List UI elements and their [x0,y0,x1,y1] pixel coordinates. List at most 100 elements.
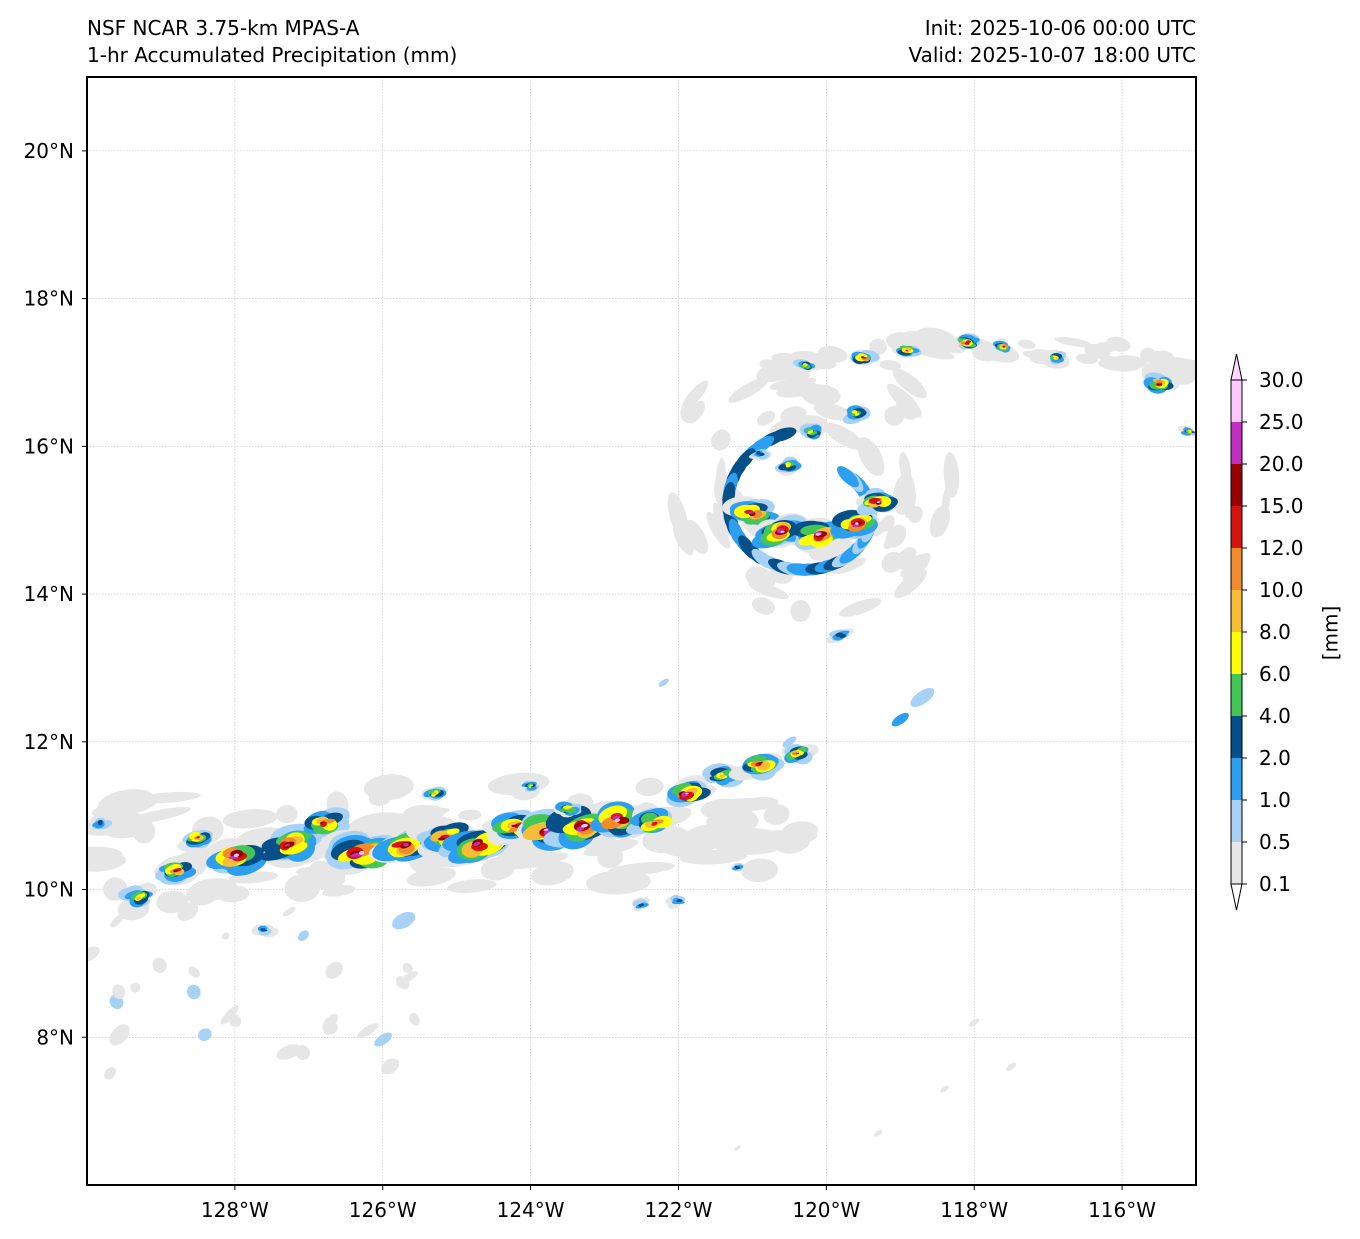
precip-cell [564,805,573,810]
precip-cell [685,792,689,795]
precip-cell [892,368,927,399]
colorbar-tick-label: 4.0 [1259,704,1291,728]
precip-cell [1157,382,1161,385]
precip-cell [969,1018,980,1027]
precip-cell [616,816,630,825]
precip-cell [531,861,574,886]
precip-cell [543,828,550,831]
precip-cell [837,466,859,488]
map-plot-area: 128°W 126°W 124°W 122°W 120°W 118°W 116°W 20°N… [24,76,1197,1222]
precip-cell [406,867,456,887]
precip-cell [104,1067,117,1080]
precip-cell [110,913,125,928]
precip-cell [447,879,497,894]
model-title: NSF NCAR 3.75-km MPAS-A [87,16,360,40]
precip-cell [1140,347,1157,363]
precip-cell [651,821,658,826]
precip-cell [894,483,909,504]
precip-cell [374,1032,392,1047]
precip-cell [566,807,571,810]
lat-tick-label: 10°N [24,878,74,902]
precip-cell [373,816,402,837]
lat-tick-label: 20°N [24,139,74,163]
valid-time: Valid: 2025-10-07 18:00 UTC [908,43,1196,67]
precip-cell [322,1013,339,1031]
precip-cell [614,818,620,823]
precip-cell [222,809,278,829]
precip-cell [855,522,859,525]
colorbar: 0.1 0.5 1.0 2.0 4.0 6.0 8.0 10.0 12.0 15.0 20.0 25.… [1230,353,1304,911]
colorbar-segment [1231,758,1242,800]
precip-cell [1114,355,1148,369]
precip-cell [854,412,860,416]
precip-cell [1153,350,1175,370]
precip-cell [782,736,797,748]
lon-tick-label: 118°W [940,1198,1008,1222]
precip-cell [899,451,912,487]
precip-cell [757,761,763,765]
precip-cell [869,338,887,355]
precip-cell [902,552,931,583]
precip-cell [769,831,818,843]
precip-cell [233,853,239,858]
precip-cell [706,511,731,549]
precip-cell [136,896,142,900]
precip-cell [910,687,935,708]
precip-cell [700,798,743,819]
precip-cell [319,821,325,824]
precip-cell [635,777,664,797]
precip-cell [473,841,481,846]
precip-cell [748,581,789,600]
precip-cell [261,929,268,932]
precip-cell [728,377,769,403]
precip-cell [972,345,1000,362]
field-title: 1-hr Accumulated Precipitation (mm) [87,43,457,67]
precip-cell [795,752,800,755]
precip-cell [785,462,792,467]
precip-cell [284,844,291,847]
precip-cell [1106,336,1131,352]
precip-cell [879,360,902,371]
precip-cell [684,519,709,555]
precip-cell [965,342,968,344]
precip-cell [681,380,709,411]
precip-cell [711,429,731,451]
precip-cell [529,784,534,787]
precip-cell [87,846,123,867]
precip-cell [109,1024,130,1046]
precip-cell [838,598,882,617]
colorbar-segment [1231,380,1242,422]
precip-cell [1054,337,1092,348]
precip-cell [358,850,365,855]
colorbar-over-arrow [1230,353,1243,381]
colorbar-tick-label: 0.1 [1259,872,1291,896]
lon-tick-label: 122°W [644,1198,712,1222]
precip-cell [758,452,765,457]
precip-cell [803,364,807,367]
precip-cell [900,554,923,577]
precip-cell [276,1044,301,1060]
init-time: Init: 2025-10-06 00:00 UTC [925,16,1196,40]
precip-cell [576,826,585,832]
lat-tick-label: 8°N [36,1025,74,1049]
colorbar-segment [1231,548,1242,590]
latitude-axis: 20°N 18°N 16°N 14°N 12°N 10°N 8°N [24,139,87,1049]
precip-cell [612,815,621,820]
lat-tick-label: 16°N [24,434,74,458]
precip-cell [586,869,651,895]
colorbar-tick-label: 1.0 [1259,788,1291,812]
precip-cell [1028,348,1052,365]
precip-cell [189,878,239,901]
colorbar-tick-label: 10.0 [1259,578,1304,602]
lat-tick-label: 14°N [24,582,74,606]
precip-cell [597,846,624,869]
precip-cell [402,962,413,974]
colorbar-tick-label: 8.0 [1259,620,1291,644]
lon-tick-label: 124°W [497,1198,565,1222]
lon-tick-label: 128°W [201,1198,269,1222]
precip-cell [835,632,843,637]
colorbar-unit-label: [mm] [1319,606,1343,661]
precip-cell [719,774,725,778]
precip-cell [152,957,167,973]
